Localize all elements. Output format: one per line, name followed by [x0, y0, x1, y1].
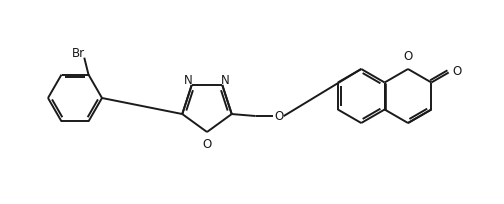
Text: O: O — [274, 110, 283, 123]
Text: Br: Br — [72, 47, 85, 60]
Text: N: N — [184, 74, 193, 88]
Text: O: O — [452, 65, 461, 78]
Text: O: O — [203, 138, 212, 151]
Text: O: O — [403, 50, 413, 63]
Text: N: N — [221, 74, 230, 88]
